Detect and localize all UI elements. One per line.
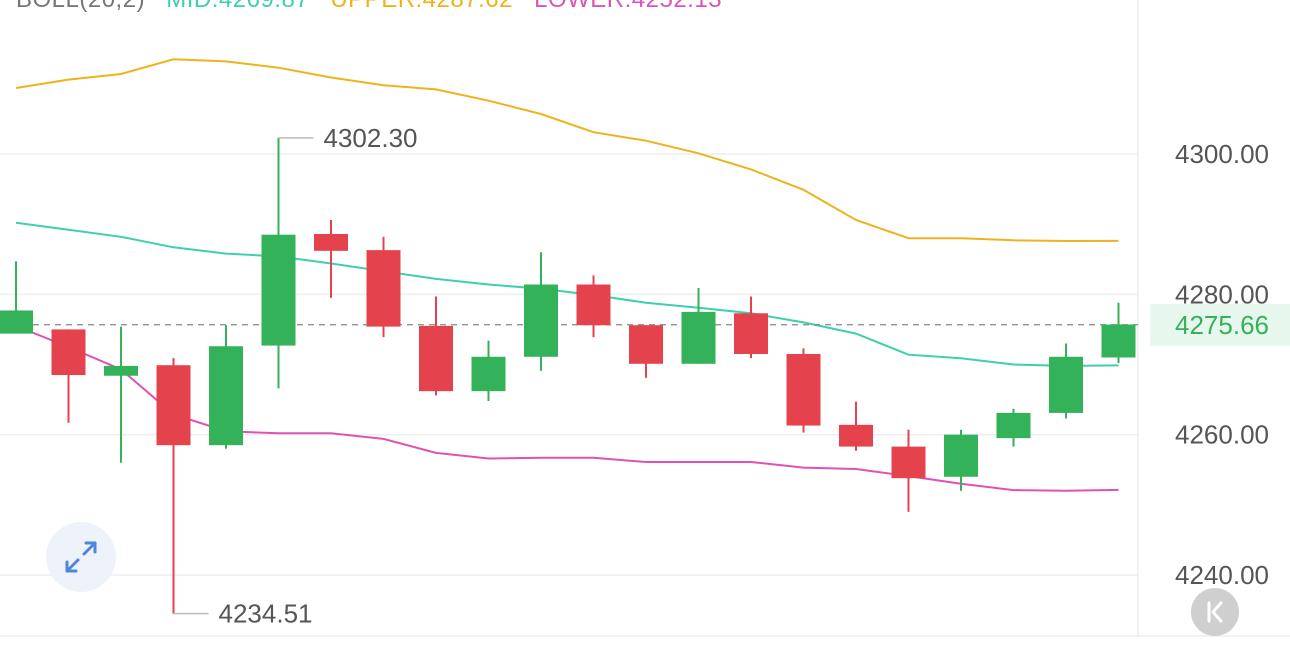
candle-body: [104, 365, 138, 376]
candle-10: [524, 252, 558, 371]
candle-4: [209, 325, 243, 449]
candle-3: [156, 358, 191, 614]
candle-15: [786, 348, 821, 433]
min-price-label: 4234.51: [219, 599, 313, 629]
candle-5: [261, 137, 296, 389]
grid-lines: [0, 0, 1290, 637]
boll-legend: BOLL(20,2) MID:4269.87 UPPER:4287.62 LOW…: [16, 0, 736, 14]
candle-body: [734, 313, 768, 354]
candle-body: [681, 311, 716, 364]
legend-upper: UPPER:4287.62: [330, 0, 513, 13]
candle-body: [629, 325, 663, 364]
chevron-back-icon: [1207, 601, 1223, 623]
candle-0: [0, 261, 33, 334]
candle-body: [209, 346, 243, 446]
current-price-label: 4275.66: [1175, 310, 1269, 340]
expand-arrows-icon: [65, 541, 97, 573]
candle-14: [734, 296, 768, 359]
candle-16: [839, 401, 873, 451]
candle-21: [1101, 302, 1136, 364]
candle-body: [839, 424, 873, 447]
candle-body: [366, 250, 401, 327]
y-tick-label-3: 4240.00: [1175, 560, 1269, 590]
current-price-tag: [1150, 303, 1290, 346]
candle-body: [156, 365, 191, 446]
legend-mid: MID:4269.87: [166, 0, 309, 13]
candle-body: [524, 284, 558, 357]
boll-bands: [0, 58, 1138, 492]
candle-body: [944, 434, 978, 477]
candle-body: [786, 353, 821, 426]
candle-body: [419, 325, 453, 392]
candle-2: [104, 326, 138, 463]
candle-18: [944, 429, 978, 491]
boll-upper-line: [15, 58, 1119, 243]
legend-boll-label: BOLL(20,2): [16, 0, 145, 13]
candle-13: [681, 288, 716, 364]
y-tick-label-0: 4300.00: [1175, 139, 1269, 169]
candle-body: [471, 356, 506, 392]
price-labels: 4302.30 4234.51: [173, 123, 418, 629]
candle-body: [314, 233, 348, 251]
scroll-to-start-button[interactable]: [1191, 588, 1239, 636]
max-price-label: 4302.30: [324, 123, 418, 153]
boll-lower-line: [15, 324, 1119, 492]
candle-1: [51, 329, 86, 423]
expand-button[interactable]: [46, 522, 116, 592]
legend-lower: LOWER:4252.13: [534, 0, 722, 13]
candle-body: [996, 412, 1031, 439]
candle-11: [576, 275, 611, 338]
candle-body: [576, 284, 611, 326]
candle-body: [261, 234, 296, 346]
boll-mid-line: [15, 221, 1119, 367]
y-tick-label-2: 4260.00: [1175, 420, 1269, 450]
candle-9: [471, 340, 506, 401]
candle-19: [996, 408, 1031, 447]
candle-body: [1049, 356, 1083, 413]
candle-7: [366, 236, 401, 338]
candle-body: [1101, 324, 1136, 358]
candle-body: [891, 446, 926, 479]
candle-12: [629, 325, 663, 378]
candle-body: [51, 329, 86, 376]
candle-body: [0, 310, 33, 334]
candle-17: [891, 429, 926, 512]
candle-6: [314, 219, 348, 298]
candle-20: [1049, 343, 1083, 419]
candle-8: [419, 296, 453, 396]
candles: [0, 137, 1136, 614]
